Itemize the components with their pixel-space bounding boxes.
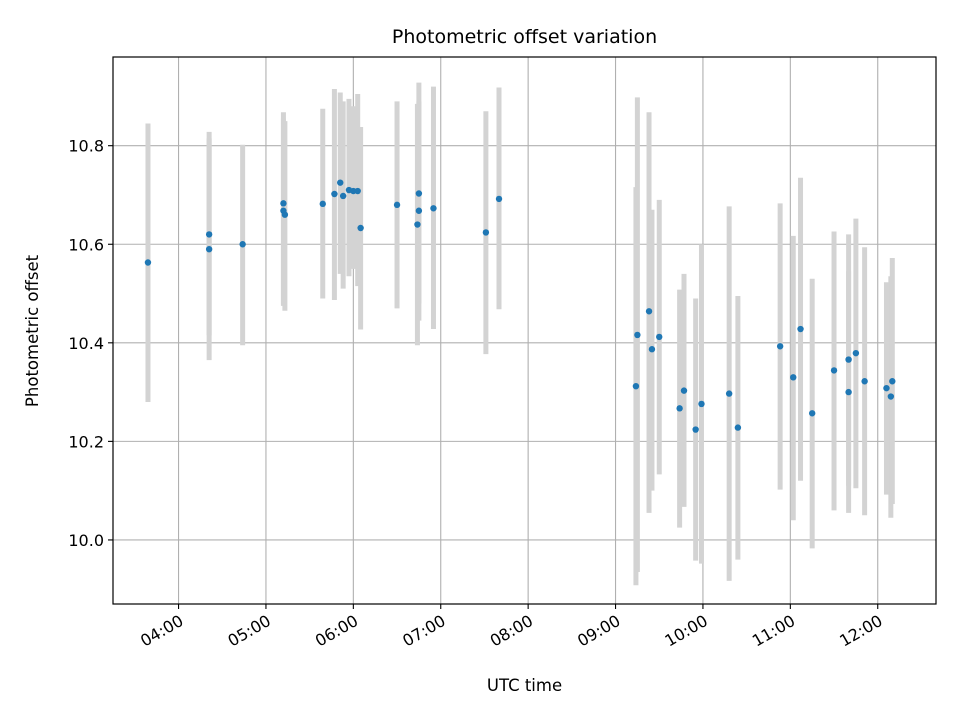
data-point [144, 259, 152, 266]
data-point [354, 187, 361, 195]
x-tick-label: 08:00 [487, 611, 536, 651]
x-tick-label: 12:00 [836, 611, 885, 651]
y-axis-ticks: 10.0 10.2 10.4 10.6 10.8 [68, 137, 113, 550]
data-point [339, 192, 347, 200]
data-point [482, 229, 490, 236]
data-point [337, 179, 344, 186]
x-tick-label: 07:00 [399, 611, 448, 651]
x-tick-label: 06:00 [312, 611, 361, 651]
data-point [357, 224, 364, 232]
data-point [776, 343, 784, 350]
x-tick-label: 09:00 [574, 611, 623, 651]
error-bars [145, 82, 895, 586]
data-points [144, 179, 896, 433]
data-point [239, 241, 246, 248]
data-point [645, 308, 653, 315]
data-point [808, 410, 816, 417]
data-point [852, 349, 860, 357]
plot-frame [112, 56, 937, 605]
data-point [280, 200, 287, 207]
data-point [430, 205, 437, 212]
x-axis-title: UTC time [487, 676, 562, 695]
y-axis-title: Photometric offset [23, 254, 42, 407]
data-point [797, 325, 804, 333]
data-point [830, 367, 838, 374]
data-point [634, 331, 641, 339]
data-point [734, 424, 742, 431]
data-point [414, 221, 421, 228]
data-point [495, 195, 503, 203]
x-tick-label: 04:00 [137, 611, 186, 651]
data-point [790, 374, 797, 381]
data-point [331, 190, 338, 198]
data-point [205, 231, 213, 238]
data-point [393, 201, 401, 209]
data-point [281, 211, 289, 218]
x-tick-label: 05:00 [225, 611, 274, 651]
y-tick-label: 10.2 [68, 432, 104, 451]
x-axis-ticks: 04:00 05:00 06:00 07:00 08:00 09:00 10:00 11:00… [137, 604, 886, 651]
data-point [676, 405, 683, 412]
data-point [632, 382, 640, 390]
data-point [656, 333, 663, 341]
data-point [205, 245, 213, 253]
data-point [692, 426, 699, 433]
data-point [648, 346, 656, 353]
x-tick-label: 11:00 [749, 611, 798, 651]
data-point [889, 378, 896, 385]
data-point [680, 387, 688, 394]
data-point [319, 200, 326, 208]
y-tick-label: 10.4 [68, 334, 104, 353]
data-point [698, 400, 705, 408]
data-point [415, 207, 423, 214]
data-point [887, 393, 895, 400]
chart-title: Photometric offset variation [392, 26, 657, 48]
y-tick-label: 10.6 [68, 235, 104, 254]
y-tick-label: 10.8 [68, 137, 104, 156]
data-point [845, 388, 852, 396]
data-point [883, 384, 890, 392]
data-point [845, 356, 852, 363]
x-tick-label: 10:00 [662, 611, 711, 651]
data-point [725, 390, 733, 397]
data-point [415, 190, 423, 197]
y-tick-label: 10.0 [68, 531, 104, 550]
data-point [861, 378, 868, 385]
